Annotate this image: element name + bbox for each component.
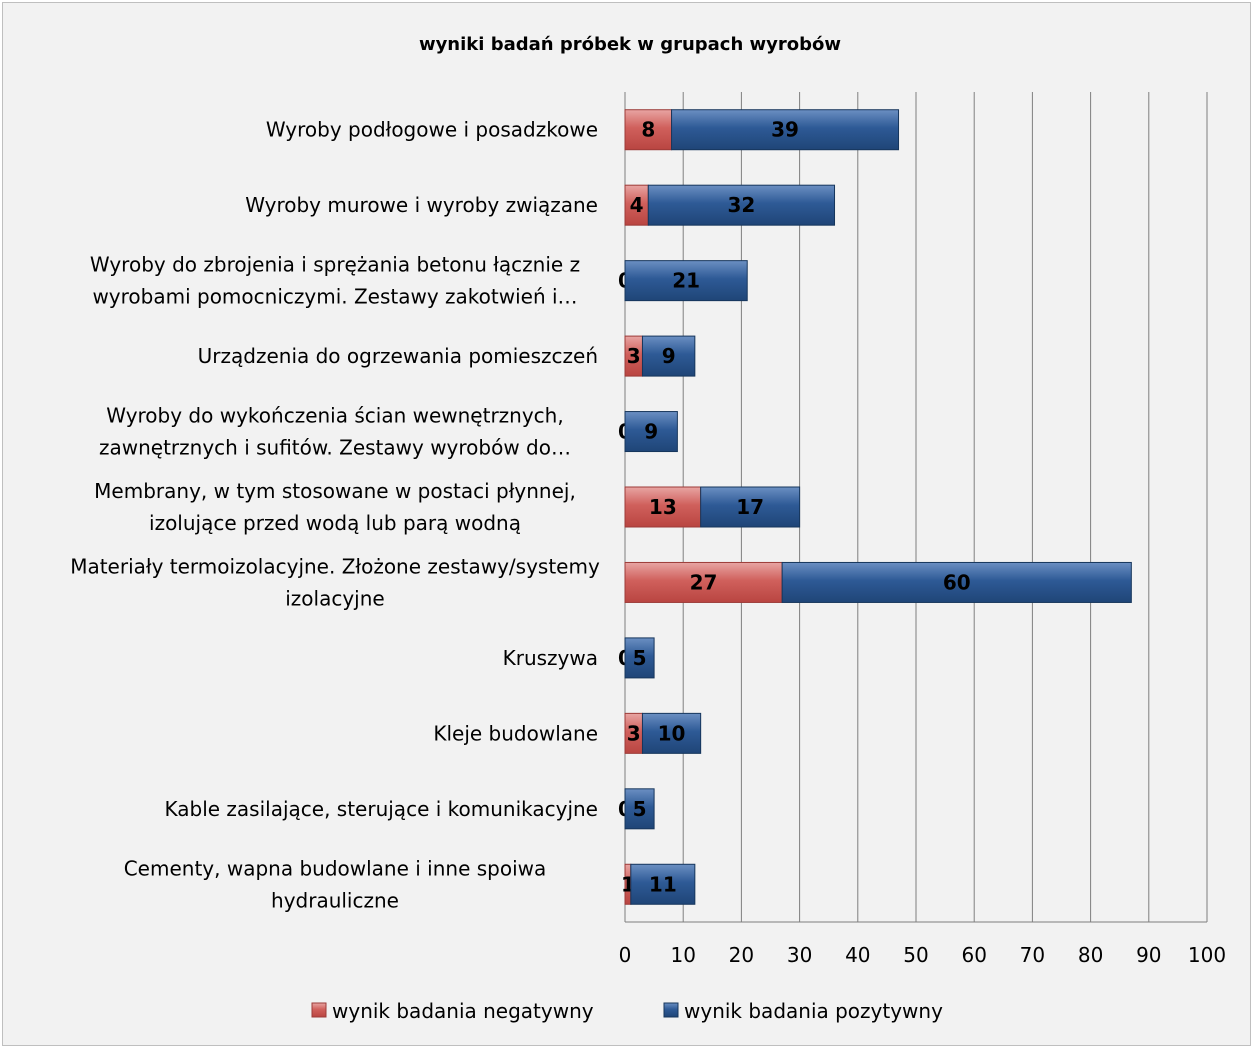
x-tick-label: 60 [961, 943, 986, 967]
bar-positive [641, 712, 702, 754]
category-label: Cementy, wapna budowlane i inne spoiwa [124, 856, 547, 880]
category-label: wyrobami pomocniczymi. Zestawy zakotwień… [92, 285, 577, 309]
category-label: Kruszywa [503, 646, 598, 670]
legend-label: wynik badania pozytywny [684, 999, 943, 1023]
bars: 8394320213909131727600531005111 [618, 109, 1132, 905]
data-label: 11 [649, 872, 677, 896]
category-label: Wyroby do zbrojenia i sprężania betonu ł… [90, 253, 580, 277]
data-label: 21 [672, 269, 700, 293]
bar-positive [671, 109, 900, 151]
legend-label: wynik badania negatywny [332, 999, 594, 1023]
category-label: Membrany, w tym stosowane w postaci płyn… [94, 479, 576, 503]
bar-positive [624, 260, 748, 302]
bar-positive [624, 788, 655, 830]
data-label: 60 [943, 570, 971, 594]
data-label: 9 [644, 420, 658, 444]
bar-positive [700, 486, 801, 528]
x-tick-label: 100 [1188, 943, 1226, 967]
category-label: Wyroby podłogowe i posadzkowe [266, 118, 598, 142]
bar-positive [781, 561, 1132, 603]
data-label: 17 [736, 495, 764, 519]
x-tick-label: 20 [729, 943, 754, 967]
data-label: 5 [633, 797, 647, 821]
bar-negative [624, 561, 783, 603]
data-label: 9 [662, 344, 676, 368]
category-label: izolujące przed wodą lub parą wodną [149, 511, 521, 535]
x-tick-label: 10 [670, 943, 695, 967]
x-tick-label: 70 [1020, 943, 1045, 967]
data-label: 39 [771, 118, 799, 142]
data-label: 3 [627, 344, 641, 368]
x-axis-ticks: 0 10 20 30 40 50 60 70 80 90 100 [619, 943, 1226, 967]
legend-swatch [311, 1002, 327, 1018]
category-label: Materiały termoizolacyjne. Złożone zesta… [70, 554, 600, 578]
gridlines [624, 92, 1208, 923]
bar-negative [624, 109, 673, 151]
data-label: 8 [641, 118, 655, 142]
bar-positive [624, 411, 678, 453]
x-tick-label: 40 [845, 943, 870, 967]
data-label: 3 [627, 721, 641, 745]
bar-positive [641, 335, 696, 377]
x-tick-label: 50 [903, 943, 928, 967]
category-label: Urządzenia do ogrzewania pomieszczeń [198, 344, 598, 368]
category-label: Wyroby murowe i wyroby związane [245, 193, 598, 217]
data-label: 32 [727, 193, 755, 217]
legend: wynik badania negatywny wynik badania poz… [311, 999, 943, 1023]
category-label: zawnętrznych i sufitów. Zestawy wyrobów … [99, 436, 571, 460]
data-label: 10 [658, 721, 686, 745]
data-label: 13 [649, 495, 677, 519]
chart-title: wyniki badań próbek w grupach wyrobów [419, 34, 841, 55]
category-label: Kleje budowlane [433, 721, 598, 745]
data-label: 5 [633, 646, 647, 670]
category-label: Kable zasilające, sterujące i komunikacy… [164, 797, 598, 821]
category-label: hydrauliczne [271, 888, 399, 912]
category-label: Wyroby do wykończenia ścian wewnętrznych… [106, 404, 563, 428]
x-tick-label: 30 [787, 943, 812, 967]
x-tick-label: 90 [1136, 943, 1161, 967]
bar-positive [624, 637, 655, 679]
bar-positive [647, 184, 836, 226]
bar-negative [624, 486, 702, 528]
data-label: 4 [630, 193, 644, 217]
category-label: izolacyjne [285, 586, 384, 610]
category-labels: Wyroby podłogowe i posadzkowe Wyroby muro… [70, 118, 600, 913]
data-label: 27 [690, 570, 718, 594]
bar-positive [630, 863, 696, 905]
legend-swatch [663, 1002, 679, 1018]
x-tick-label: 0 [619, 943, 632, 967]
x-tick-label: 80 [1078, 943, 1103, 967]
